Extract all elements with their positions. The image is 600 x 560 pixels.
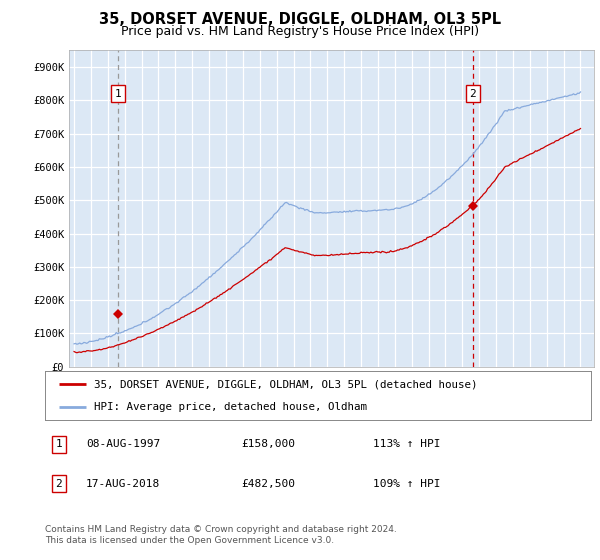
Text: HPI: Average price, detached house, Oldham: HPI: Average price, detached house, Oldh… [94, 402, 367, 412]
Text: Contains HM Land Registry data © Crown copyright and database right 2024.
This d: Contains HM Land Registry data © Crown c… [45, 525, 397, 545]
Text: 35, DORSET AVENUE, DIGGLE, OLDHAM, OL3 5PL (detached house): 35, DORSET AVENUE, DIGGLE, OLDHAM, OL3 5… [94, 379, 478, 389]
Text: 1: 1 [115, 88, 121, 99]
Text: 113% ↑ HPI: 113% ↑ HPI [373, 440, 440, 449]
Text: £158,000: £158,000 [242, 440, 296, 449]
Text: 08-AUG-1997: 08-AUG-1997 [86, 440, 160, 449]
Text: 17-AUG-2018: 17-AUG-2018 [86, 479, 160, 488]
Text: 2: 2 [469, 88, 476, 99]
Text: 35, DORSET AVENUE, DIGGLE, OLDHAM, OL3 5PL: 35, DORSET AVENUE, DIGGLE, OLDHAM, OL3 5… [99, 12, 501, 27]
Text: £482,500: £482,500 [242, 479, 296, 488]
Text: Price paid vs. HM Land Registry's House Price Index (HPI): Price paid vs. HM Land Registry's House … [121, 25, 479, 38]
Text: 2: 2 [55, 479, 62, 488]
Text: 1: 1 [55, 440, 62, 449]
Text: 109% ↑ HPI: 109% ↑ HPI [373, 479, 440, 488]
